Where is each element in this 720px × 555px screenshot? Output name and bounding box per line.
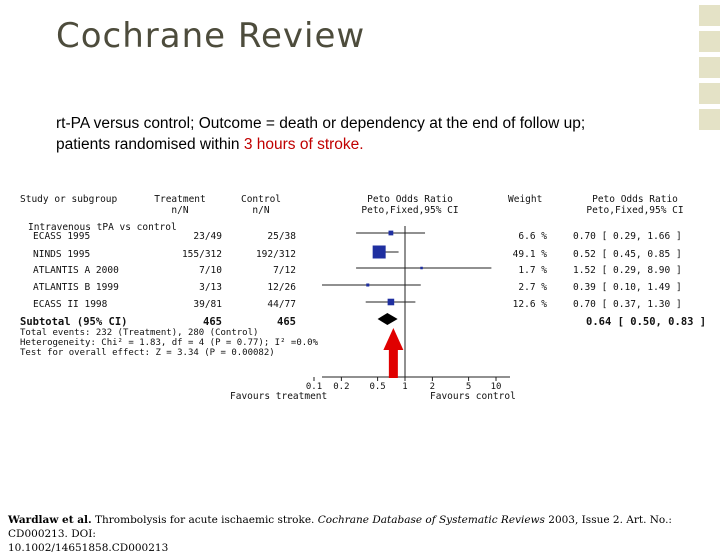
- citation-authors: Wardlaw et al.: [8, 514, 92, 526]
- study-marker: [372, 245, 386, 259]
- header-or2-line1: Peto Odds Ratio: [592, 194, 678, 205]
- header-or2-line2: Peto,Fixed,95% CI: [586, 205, 684, 216]
- decor-square-2: [699, 31, 720, 52]
- subtotal-control: 465: [277, 316, 296, 328]
- citation-doi: 10.1002/14651858.CD000213: [8, 542, 169, 554]
- study-name: ECASS II 1998: [33, 299, 108, 310]
- study-treatment: 155/312: [181, 249, 222, 260]
- decor-square-3: [699, 57, 720, 78]
- header-treatment: Treatment n/N: [150, 194, 210, 216]
- study-control: 44/77: [267, 299, 296, 310]
- forest-plot: 0.1 0.2 0.5 1 2 5 10: [306, 226, 510, 392]
- citation-text1: Thrombolysis for acute ischaemic stroke.: [91, 514, 318, 526]
- axis-tick-label: 10: [491, 382, 502, 392]
- citation-text2: 2003, Issue 2. Art. No.: CD000213. DOI:: [8, 514, 672, 540]
- header-study: Study or subgroup: [20, 194, 118, 205]
- header-or-line1: Peto Odds Ratio: [367, 194, 453, 205]
- subtitle-line-2: patients randomised within: [56, 136, 244, 153]
- study-marker: [366, 283, 370, 287]
- arrow-head: [383, 328, 404, 350]
- axis-tick-label: 0.2: [333, 382, 349, 392]
- slide-title: Cochrane Review: [56, 16, 366, 56]
- stats-overall-effect: Test for overall effect: Z = 3.34 (P = 0…: [20, 348, 275, 358]
- study-treatment: 39/81: [193, 299, 222, 310]
- subtitle-highlight: 3 hours of stroke.: [243, 136, 364, 153]
- study-name: ECASS 1995: [33, 231, 91, 242]
- study-ci: 1.52 [ 0.29, 8.90 ]: [573, 265, 682, 276]
- study-weight: 6.6 %: [518, 231, 547, 242]
- slide-subtitle: rt-PA versus control; Outcome = death or…: [56, 113, 696, 155]
- study-name: NINDS 1995: [33, 249, 91, 260]
- decor-square-1: [699, 5, 720, 26]
- study-marker: [388, 230, 394, 236]
- header-weight: Weight: [508, 194, 543, 205]
- study-ci: 0.70 [ 0.29, 1.66 ]: [573, 231, 682, 242]
- study-name: ATLANTIS A 2000: [33, 265, 119, 276]
- subtitle-line-1: rt-PA versus control; Outcome = death or…: [56, 115, 586, 132]
- subtotal-treatment: 465: [203, 316, 222, 328]
- study-weight: 2.7 %: [518, 282, 547, 293]
- study-ci: 0.70 [ 0.37, 1.30 ]: [573, 299, 682, 310]
- arrow-shaft: [388, 348, 398, 378]
- study-ci: 0.39 [ 0.10, 1.49 ]: [573, 282, 682, 293]
- header-or-line2: Peto,Fixed,95% CI: [361, 205, 459, 216]
- study-treatment: 23/49: [193, 231, 222, 242]
- header-control-line2: n/N: [252, 205, 270, 216]
- header-control-line1: Control: [240, 194, 282, 205]
- study-weight: 49.1 %: [512, 249, 547, 260]
- subtotal-diamond: [377, 313, 398, 325]
- decor-square-5: [699, 109, 720, 130]
- study-marker: [420, 266, 423, 270]
- study-weight: 12.6 %: [512, 299, 547, 310]
- study-marker: [387, 298, 395, 306]
- group-label: Intravenous tPA vs control: [28, 222, 177, 233]
- stats-total-events: Total events: 232 (Treatment), 280 (Cont…: [20, 328, 259, 338]
- favours-left-label: Favours treatment: [230, 391, 328, 402]
- study-control: 12/26: [267, 282, 296, 293]
- study-treatment: 3/13: [199, 282, 222, 293]
- study-control: 192/312: [255, 249, 296, 260]
- study-control: 7/12: [273, 265, 296, 276]
- header-odds-ratio-right: Peto Odds Ratio Peto,Fixed,95% CI: [580, 194, 690, 216]
- axis-tick-label: 0.5: [369, 382, 385, 392]
- decor-square-4: [699, 83, 720, 104]
- study-ci: 0.52 [ 0.45, 0.85 ]: [573, 249, 682, 260]
- subtotal-ci: 0.64 [ 0.50, 0.83 ]: [586, 316, 707, 328]
- study-treatment: 7/10: [199, 265, 222, 276]
- axis-tick-label: 5: [466, 382, 471, 392]
- axis-tick-label: 0.1: [306, 382, 322, 392]
- stats-heterogeneity: Heterogeneity: Chi² = 1.83, df = 4 (P = …: [20, 338, 319, 348]
- study-name: ATLANTIS B 1999: [33, 282, 119, 293]
- study-control: 25/38: [267, 231, 296, 242]
- header-control: Control n/N: [236, 194, 286, 216]
- header-treatment-line1: Treatment: [154, 194, 206, 205]
- citation: Wardlaw et al. Thrombolysis for acute is…: [8, 513, 708, 555]
- study-weight: 1.7 %: [518, 265, 547, 276]
- subtotal-label: Subtotal (95% CI): [20, 316, 128, 328]
- header-odds-ratio: Peto Odds Ratio Peto,Fixed,95% CI: [355, 194, 465, 216]
- header-treatment-line2: n/N: [171, 205, 189, 216]
- axis-tick-label: 1: [402, 382, 407, 392]
- favours-right-label: Favours control: [430, 391, 516, 402]
- citation-journal: Cochrane Database of Systematic Reviews: [317, 514, 545, 526]
- axis-tick-label: 2: [430, 382, 435, 392]
